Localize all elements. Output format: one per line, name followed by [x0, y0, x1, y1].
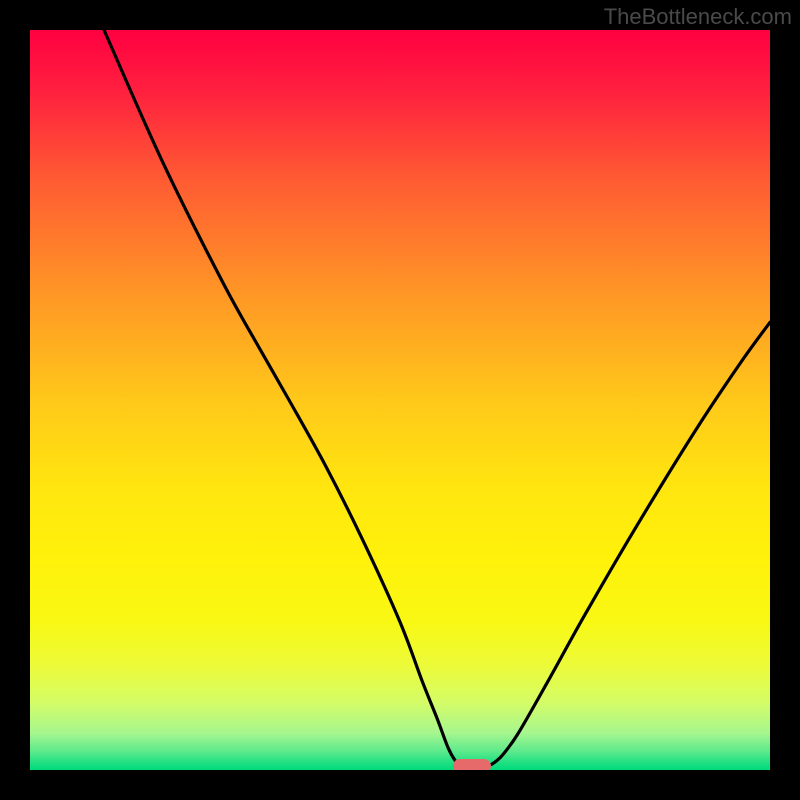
chart-container: { "watermark": { "text": "TheBottleneck.…	[0, 0, 800, 800]
plot-area	[30, 30, 770, 770]
optimal-marker	[453, 759, 491, 770]
bottleneck-curve	[30, 30, 770, 770]
watermark-text: TheBottleneck.com	[604, 4, 792, 30]
